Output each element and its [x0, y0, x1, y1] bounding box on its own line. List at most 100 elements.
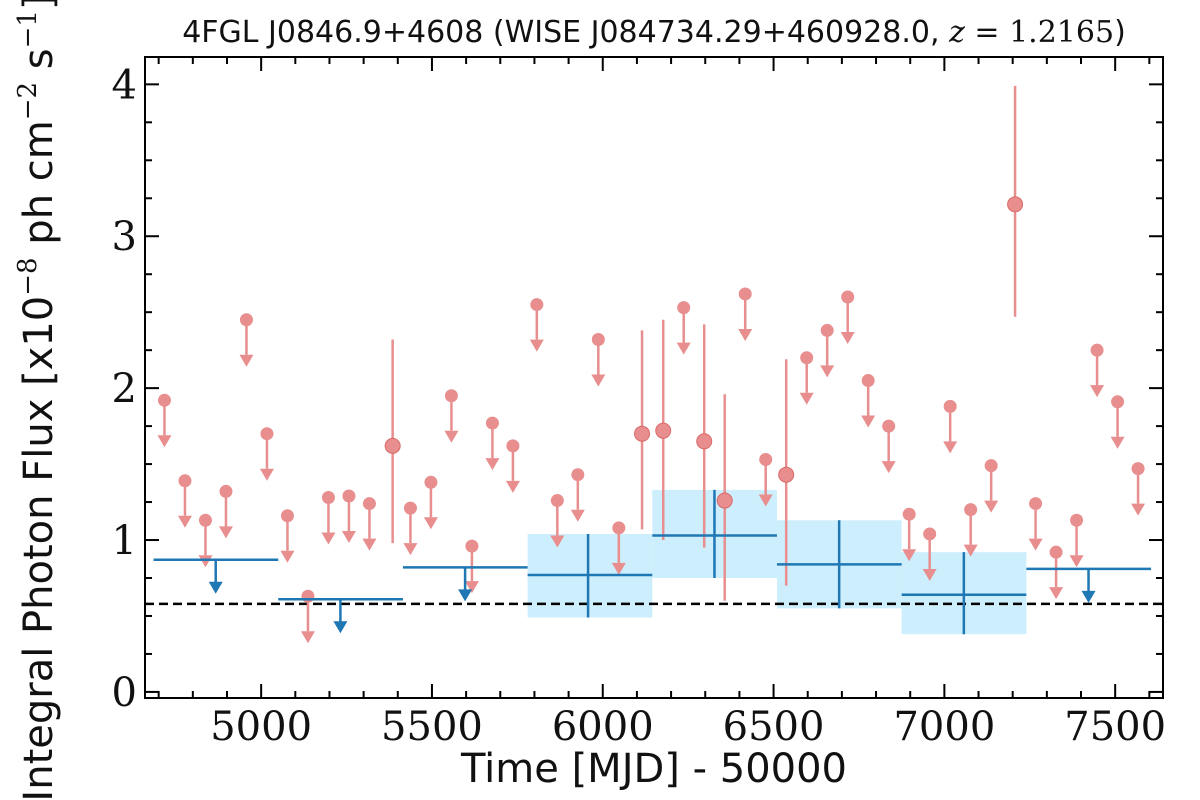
monthly-upper-limit-point	[984, 459, 998, 473]
monthly-upper-limit-point	[738, 287, 752, 301]
monthly-upper-limit-point	[1070, 513, 1084, 527]
monthly-upper-limit-point	[530, 298, 544, 312]
monthly-upper-limit-arrow	[1028, 538, 1043, 551]
y-axis: 0 1 2 3 4	[112, 62, 1163, 716]
monthly-detection-point	[655, 422, 672, 439]
monthly-upper-limit-arrow	[198, 555, 213, 568]
x-tick-label: 5500	[381, 704, 483, 750]
monthly-upper-limit-arrow	[403, 543, 418, 556]
y-tick-label: 0	[112, 670, 137, 716]
monthly-upper-limit-arrow	[570, 509, 585, 522]
monthly-upper-limit-point	[219, 484, 233, 498]
monthly-upper-limit-arrow	[529, 339, 544, 352]
monthly-upper-limit-arrow	[280, 550, 295, 563]
monthly-upper-limit-arrow	[820, 365, 835, 378]
monthly-upper-limit-point	[506, 439, 520, 453]
x-tick-label: 5000	[210, 704, 312, 750]
monthly-upper-limit-point	[882, 419, 896, 433]
y-tick-label: 1	[112, 518, 137, 564]
monthly-upper-limit-point	[800, 351, 814, 365]
monthly-upper-limit-arrow	[505, 480, 520, 493]
yearly-upper-limit-arrow	[208, 581, 223, 594]
monthly-upper-limit-point	[362, 497, 376, 511]
monthly-upper-limit-arrow	[300, 631, 315, 644]
monthly-upper-limit-arrow	[550, 535, 565, 548]
monthly-upper-limit-point	[861, 374, 875, 388]
monthly-upper-limit-arrow	[1090, 385, 1105, 398]
monthly-upper-limit-point	[1049, 545, 1063, 559]
monthly-upper-limit-arrow	[902, 549, 917, 562]
monthly-upper-limit-point	[444, 389, 458, 403]
monthly-upper-limit-arrow	[362, 538, 377, 551]
monthly-detection-point	[384, 437, 401, 454]
monthly-upper-limit-arrow	[676, 342, 691, 355]
monthly-upper-limit-point	[485, 416, 499, 430]
monthly-upper-limit-arrow	[840, 331, 855, 344]
monthly-upper-limit-arrow	[591, 374, 606, 387]
monthly-detection-point	[778, 466, 795, 483]
monthly-upper-limit-arrow	[485, 458, 500, 471]
monthly-upper-limit-point	[321, 490, 335, 504]
monthly-upper-limit-point	[403, 501, 417, 515]
monthly-upper-limit-point	[902, 507, 916, 521]
y-tick-label: 2	[112, 366, 137, 412]
monthly-upper-limit-point	[550, 494, 564, 508]
monthly-detection-point	[1007, 196, 1024, 213]
monthly-upper-limit-arrow	[341, 530, 356, 543]
monthly-upper-limit-point	[301, 589, 315, 603]
monthly-upper-limit-arrow	[984, 500, 999, 513]
monthly-upper-limit-arrow	[738, 328, 753, 341]
monthly-upper-limit-point	[239, 313, 253, 327]
monthly-upper-limit-arrow	[177, 515, 192, 528]
monthly-upper-limit-point	[612, 521, 626, 535]
monthly-upper-limit-arrow	[922, 568, 937, 581]
monthly-upper-limit-point	[178, 474, 192, 488]
monthly-upper-limit-point	[923, 527, 937, 541]
monthly-upper-limit-point	[260, 427, 274, 441]
plot-area	[145, 85, 1163, 644]
monthly-upper-limit-point	[841, 290, 855, 304]
x-tick-label: 7000	[893, 704, 995, 750]
monthly-detection-point	[634, 425, 651, 442]
monthly-upper-limit-point	[280, 509, 294, 523]
yearly-upper-limit-arrow	[1081, 590, 1096, 603]
plot-frame	[144, 56, 1164, 699]
monthly-upper-limit-arrow	[963, 544, 978, 557]
monthly-detection-point	[716, 492, 733, 509]
monthly-upper-limit-arrow	[157, 435, 172, 448]
monthly-upper-limit-point	[1111, 395, 1125, 409]
monthly-upper-limit-point	[943, 399, 957, 413]
x-axis-label: Time [MJD] - 50000	[460, 746, 847, 792]
monthly-upper-limit-point	[1090, 343, 1104, 357]
monthly-upper-limit-arrow	[758, 494, 773, 507]
monthly-upper-limit-point	[424, 475, 438, 489]
monthly-upper-limit-point	[964, 503, 978, 517]
monthly-upper-limit-arrow	[464, 581, 479, 594]
monthly-upper-limit-point	[571, 468, 585, 482]
y-axis-label: Integral Photon Flux [x10−8 ph cm−2 s−1]	[13, 0, 62, 800]
monthly-upper-limit-point	[820, 323, 834, 337]
monthly-upper-limit-arrow	[218, 526, 233, 539]
x-tick-label: 6000	[552, 704, 654, 750]
monthly-upper-limit-arrow	[321, 532, 336, 545]
monthly-upper-limit-point	[591, 333, 605, 347]
monthly-upper-limit-point	[1029, 497, 1043, 511]
x-axis: 5000 5500 6000 6500 7000 7500	[157, 57, 1166, 750]
monthly-upper-limit-point	[342, 489, 356, 503]
monthly-upper-limit-arrow	[259, 468, 274, 481]
monthly-detection-point	[696, 433, 713, 450]
monthly-upper-limit-point	[759, 453, 773, 467]
monthly-upper-limit-arrow	[881, 461, 896, 474]
monthly-upper-limit-point	[677, 301, 691, 315]
y-tick-label: 4	[112, 62, 137, 108]
monthly-upper-limit-arrow	[611, 562, 626, 575]
monthly-upper-limit-point	[157, 393, 171, 407]
x-tick-label: 7500	[1064, 704, 1166, 750]
monthly-upper-limit-arrow	[799, 392, 814, 405]
monthly-upper-limit-arrow	[1110, 436, 1125, 449]
chart-title: 4FGL J0846.9+4608 (WISE J084734.29+46092…	[182, 15, 1126, 50]
monthly-upper-limit-arrow	[1131, 503, 1146, 516]
monthly-upper-limit-arrow	[1069, 555, 1084, 568]
yearly-upper-limit-arrow	[333, 621, 348, 634]
